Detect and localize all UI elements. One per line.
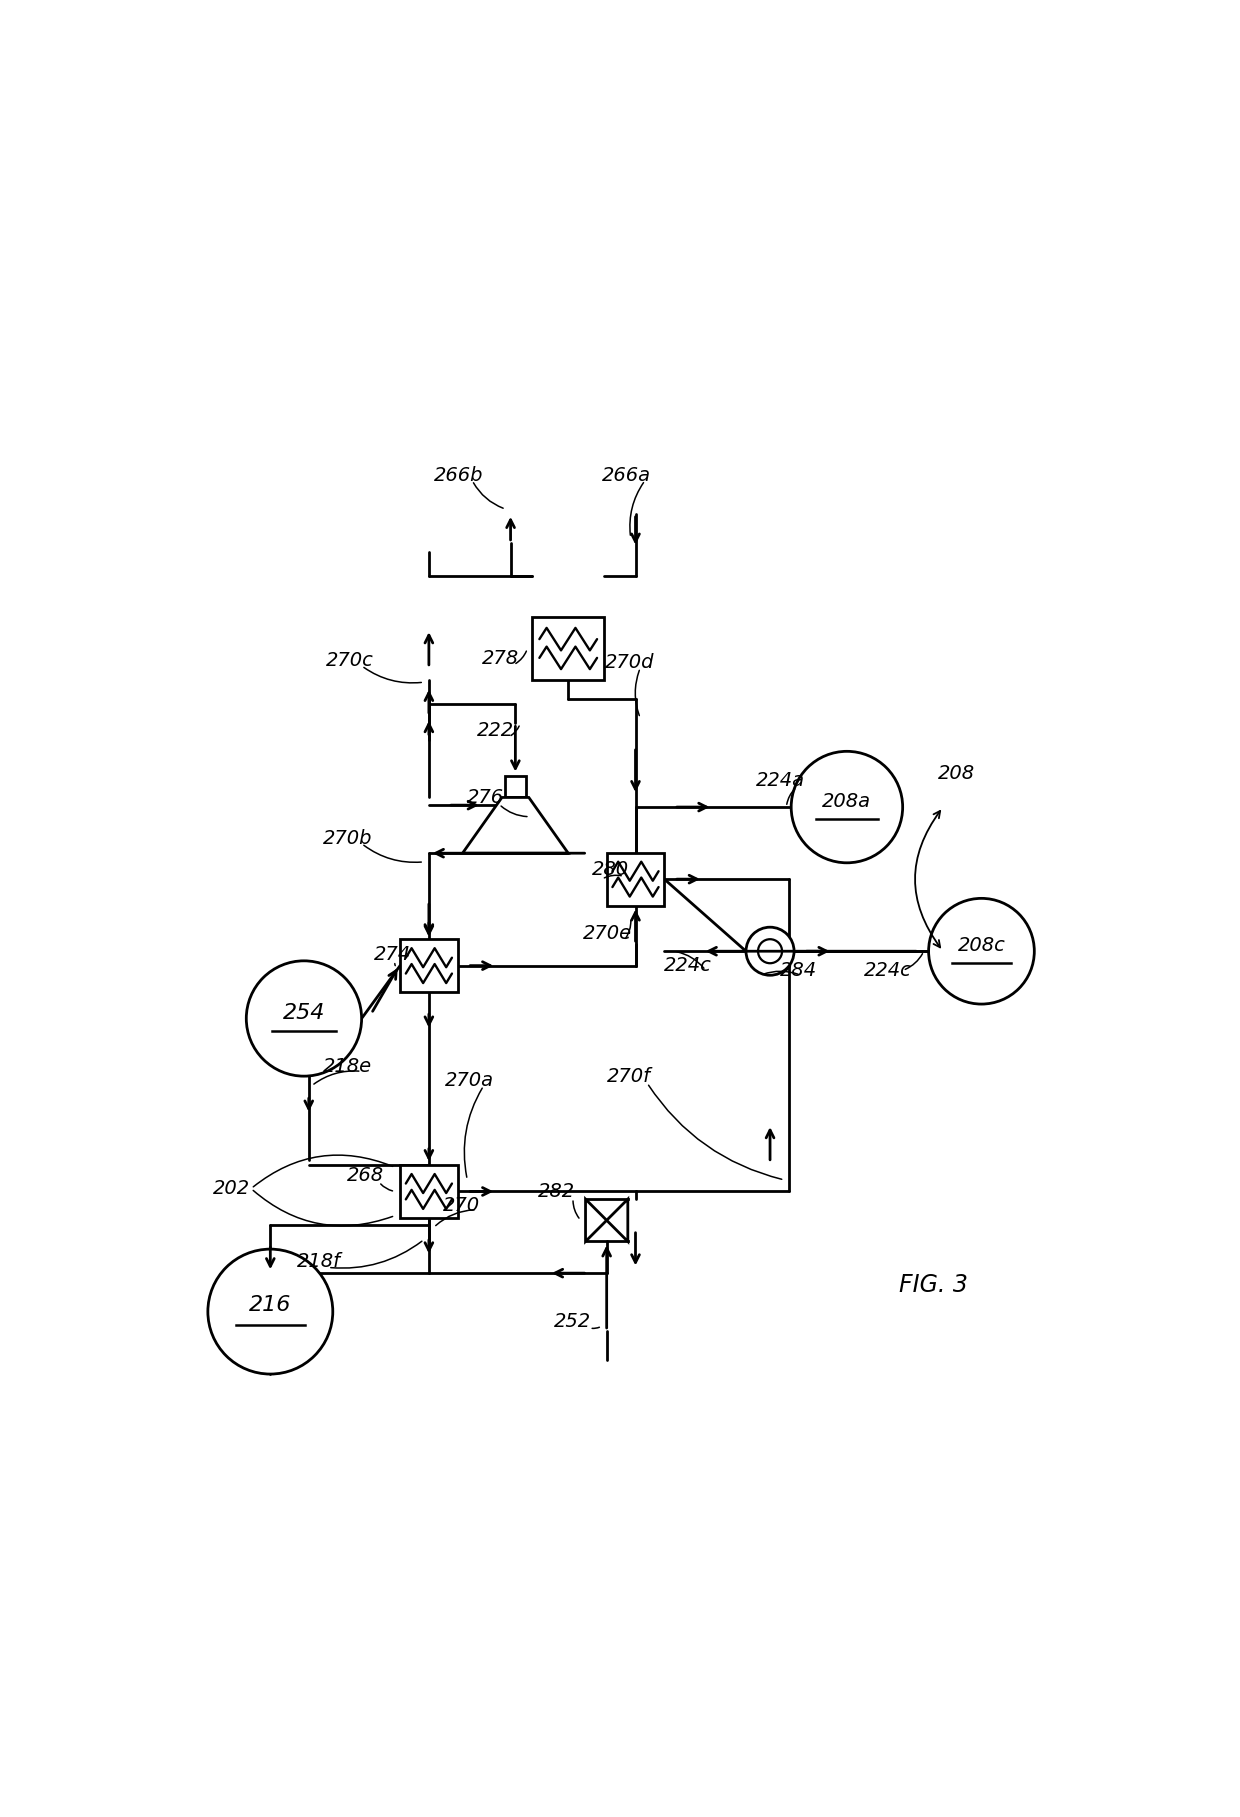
Text: 270: 270 bbox=[444, 1196, 480, 1216]
Text: 208a: 208a bbox=[822, 792, 872, 810]
Text: 276: 276 bbox=[467, 789, 505, 807]
Text: 270e: 270e bbox=[583, 925, 631, 943]
Text: 282: 282 bbox=[537, 1183, 574, 1201]
Text: 266b: 266b bbox=[434, 465, 484, 485]
Text: 208: 208 bbox=[939, 763, 976, 783]
Text: 254: 254 bbox=[283, 1003, 325, 1023]
Text: 274: 274 bbox=[374, 945, 412, 963]
Text: 270a: 270a bbox=[445, 1072, 495, 1090]
Bar bbox=[401, 939, 458, 992]
Polygon shape bbox=[463, 798, 568, 854]
Circle shape bbox=[929, 898, 1034, 1005]
Text: 270f: 270f bbox=[606, 1067, 651, 1085]
Text: 270c: 270c bbox=[326, 650, 374, 669]
Circle shape bbox=[791, 752, 903, 863]
Circle shape bbox=[247, 961, 362, 1076]
Text: 280: 280 bbox=[593, 859, 630, 879]
Polygon shape bbox=[606, 1199, 627, 1241]
Text: 266a: 266a bbox=[601, 465, 651, 485]
Bar bbox=[505, 776, 526, 798]
Text: 218e: 218e bbox=[324, 1057, 372, 1076]
Text: 270d: 270d bbox=[605, 654, 655, 672]
Bar bbox=[606, 852, 665, 905]
Text: 252: 252 bbox=[554, 1312, 591, 1330]
Text: 222: 222 bbox=[477, 721, 515, 740]
Bar bbox=[532, 618, 604, 680]
Text: 208c: 208c bbox=[957, 936, 1006, 956]
Text: 224c: 224c bbox=[864, 961, 913, 979]
Text: 270b: 270b bbox=[324, 829, 373, 849]
Circle shape bbox=[208, 1248, 332, 1374]
Text: 284: 284 bbox=[780, 961, 817, 979]
Text: 216: 216 bbox=[249, 1296, 291, 1316]
Text: 224c: 224c bbox=[665, 956, 712, 976]
Text: 278: 278 bbox=[481, 649, 518, 667]
Polygon shape bbox=[585, 1199, 606, 1241]
Circle shape bbox=[746, 927, 794, 976]
Bar bbox=[401, 1165, 458, 1217]
Text: 224a: 224a bbox=[755, 770, 805, 790]
Text: FIG. 3: FIG. 3 bbox=[899, 1272, 968, 1297]
Text: 202: 202 bbox=[213, 1179, 249, 1197]
Text: 218f: 218f bbox=[298, 1252, 341, 1272]
Text: 268: 268 bbox=[347, 1167, 384, 1185]
